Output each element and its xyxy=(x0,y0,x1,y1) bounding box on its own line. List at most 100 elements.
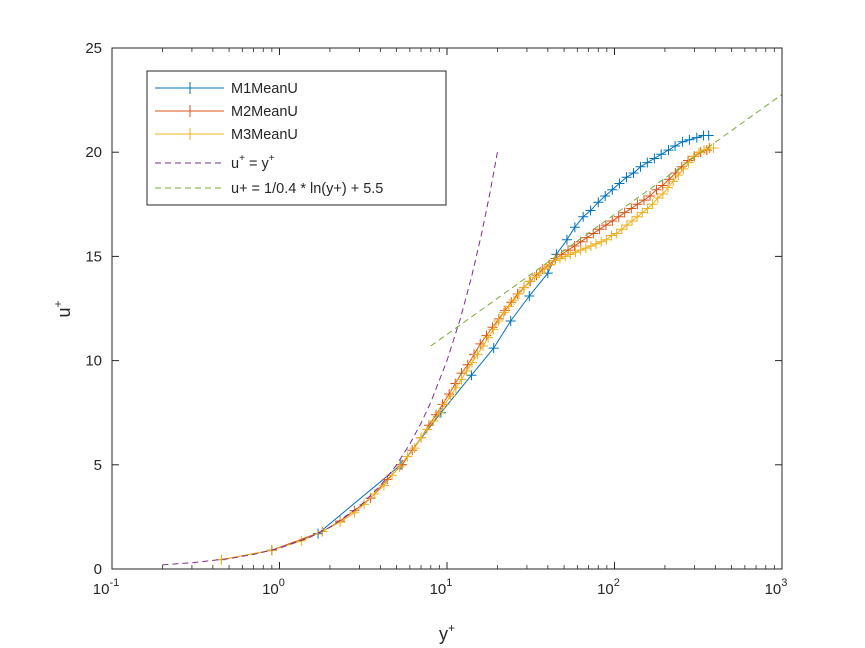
series-3-point xyxy=(349,507,360,518)
x-tick-label-exp: 2 xyxy=(614,577,620,589)
series-2-point xyxy=(632,199,643,210)
series-4 xyxy=(162,152,498,566)
series-1-point xyxy=(607,184,618,195)
x-axis-label-sup: + xyxy=(448,621,455,635)
series-3-point xyxy=(606,230,617,241)
series-3-point xyxy=(688,151,699,162)
legend-entry-m3: M3MeanU xyxy=(155,127,298,143)
series-1-point xyxy=(656,149,667,160)
series-3-point xyxy=(683,157,694,168)
series-3-point xyxy=(560,251,571,262)
series-5-line xyxy=(430,94,783,347)
y-tick-label: 20 xyxy=(85,144,102,161)
series-3-point xyxy=(544,259,555,270)
x-tick-label: 103 xyxy=(765,577,788,598)
series-3-point xyxy=(637,207,648,218)
series-3-point xyxy=(428,416,439,427)
x-tick-label: 102 xyxy=(597,577,620,598)
series-3-point xyxy=(493,316,504,327)
legend-label-m2: M2MeanU xyxy=(231,104,298,120)
series-3-point xyxy=(647,199,658,210)
series-3-point xyxy=(359,499,370,510)
series-1-point xyxy=(691,132,702,143)
series-3-point xyxy=(616,224,627,235)
y-tick-label: 0 xyxy=(94,561,102,578)
series-3-point xyxy=(450,382,461,393)
series-3-point xyxy=(621,220,632,231)
legend-label-viscous-sup2: + xyxy=(269,153,275,164)
series-1-point xyxy=(585,205,596,216)
series-3-point xyxy=(477,341,488,352)
series-2-point xyxy=(397,459,408,470)
series-2-point xyxy=(506,297,517,308)
series-2-point xyxy=(638,195,649,206)
series-2-point xyxy=(626,203,637,214)
series-1-point xyxy=(569,222,580,233)
series-1-point xyxy=(600,190,611,201)
series-3-point xyxy=(456,374,467,385)
series-1-point xyxy=(642,157,653,168)
legend-label-viscous-u: u xyxy=(231,156,239,172)
legend-label-viscous: u+ = y+ xyxy=(231,153,275,172)
series-3-point xyxy=(472,349,483,360)
series-2-point xyxy=(594,224,605,235)
x-tick-label-base: 10 xyxy=(765,581,782,598)
series-3-point xyxy=(534,268,545,279)
series-3-point xyxy=(378,480,389,491)
series-3-line xyxy=(221,147,714,561)
series-3-point xyxy=(632,211,643,222)
series-3-point xyxy=(601,234,612,245)
legend-label-viscous-rest: = y xyxy=(245,156,270,172)
series-3-point xyxy=(611,228,622,239)
series-1-point xyxy=(677,136,688,147)
legend-marker-m2 xyxy=(184,105,196,117)
series-1-point xyxy=(663,145,674,156)
series-1-point xyxy=(524,290,535,301)
series-3-point xyxy=(627,215,638,226)
series-5 xyxy=(430,94,783,347)
x-axis-label: y+ xyxy=(439,621,455,644)
series-3-point xyxy=(575,245,586,256)
x-tick-label-base: 10 xyxy=(93,581,110,598)
y-tick-label: 5 xyxy=(94,457,102,474)
series-3-point xyxy=(652,193,663,204)
series-3-point xyxy=(461,366,472,377)
legend-label-viscous-sup1: + xyxy=(239,153,245,164)
legend-label-m1: M1MeanU xyxy=(231,81,298,97)
y-tick-label: 15 xyxy=(85,248,102,265)
series-2-point xyxy=(651,184,662,195)
series-3-point xyxy=(529,272,540,283)
series-3-point xyxy=(488,324,499,335)
series-2-point xyxy=(619,207,630,218)
legend-marker-m1 xyxy=(184,82,196,94)
legend-entry-loglaw: u+ = 1/0.4 * ln(y+) + 5.5 xyxy=(155,181,383,197)
series-3-point xyxy=(570,247,581,258)
legend-label-m3: M3MeanU xyxy=(231,127,298,143)
legend-entry-m2: M2MeanU xyxy=(155,104,298,120)
series-3-point xyxy=(409,443,420,454)
series-2-point xyxy=(664,174,675,185)
series-1-point xyxy=(621,172,632,183)
legend-entry-m1: M1MeanU xyxy=(155,81,298,97)
x-axis-label-base: y xyxy=(439,624,448,644)
series-1-point xyxy=(466,370,477,381)
series-3-point xyxy=(673,170,684,181)
x-tick-label-exp: -1 xyxy=(109,577,119,589)
series-4-line xyxy=(162,152,498,566)
series-3-point xyxy=(591,238,602,249)
x-tick-label-base: 10 xyxy=(597,581,614,598)
series-2-point xyxy=(607,215,618,226)
series-2-point xyxy=(423,420,434,431)
series-3-point xyxy=(519,282,530,293)
series-3-point xyxy=(585,240,596,251)
series-1-point xyxy=(578,211,589,222)
series-3-point xyxy=(416,432,427,443)
legend: M1MeanU M2MeanU M3MeanU u+ = y+ u+ = 1/0… xyxy=(146,70,447,206)
series-1-point xyxy=(561,234,572,245)
series-1-point xyxy=(628,168,639,179)
series-3-point xyxy=(513,288,524,299)
series-3-point xyxy=(524,276,535,287)
series-2-point xyxy=(475,338,486,349)
